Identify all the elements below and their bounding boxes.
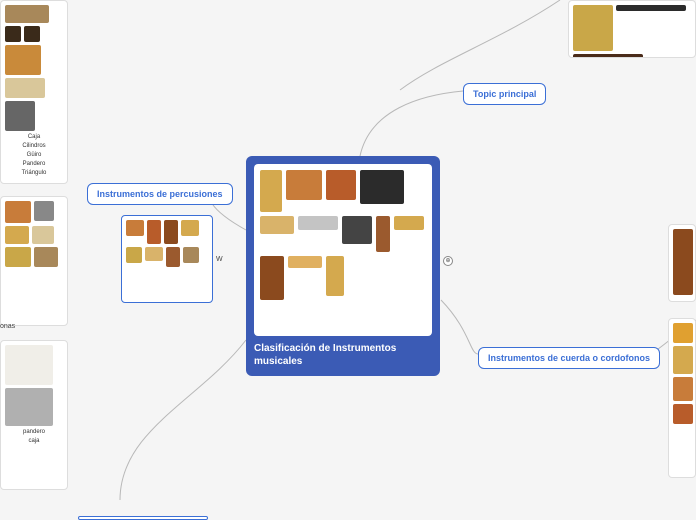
central-title: Clasificación de Instrumentos musicales	[254, 342, 432, 368]
node-label: Instrumentos de percusiones	[97, 189, 223, 199]
thumb-percussion-2[interactable]	[0, 196, 68, 326]
thumb-string-2[interactable]	[668, 318, 696, 478]
central-image	[254, 164, 432, 336]
node-topic-principal[interactable]: Topic principal	[463, 83, 546, 105]
thumb-percussion-1[interactable]: CajaCilindrosGüiroPanderoTriángulo	[0, 0, 68, 184]
thumb-string-1[interactable]	[668, 224, 696, 302]
thumb-caption-onas: onas	[0, 323, 15, 330]
thumb-percussion-3[interactable]: panderocaja	[0, 340, 68, 490]
node-label: Topic principal	[473, 89, 536, 99]
node-partial-bottom[interactable]	[78, 516, 208, 520]
node-percusiones[interactable]: Instrumentos de percusiones	[87, 183, 233, 205]
mindmap-canvas: Clasificación de Instrumentos musicales …	[0, 0, 696, 520]
node-label: Instrumentos de cuerda o cordofonos	[488, 353, 650, 363]
thumb-instruments-small[interactable]	[121, 215, 213, 303]
annotation-w: W	[216, 256, 223, 263]
central-node[interactable]: Clasificación de Instrumentos musicales	[246, 156, 440, 376]
thumb-madera[interactable]: Madera	[568, 0, 696, 58]
expand-icon[interactable]: ⊕	[443, 256, 453, 266]
node-cuerda[interactable]: Instrumentos de cuerda o cordofonos	[478, 347, 660, 369]
